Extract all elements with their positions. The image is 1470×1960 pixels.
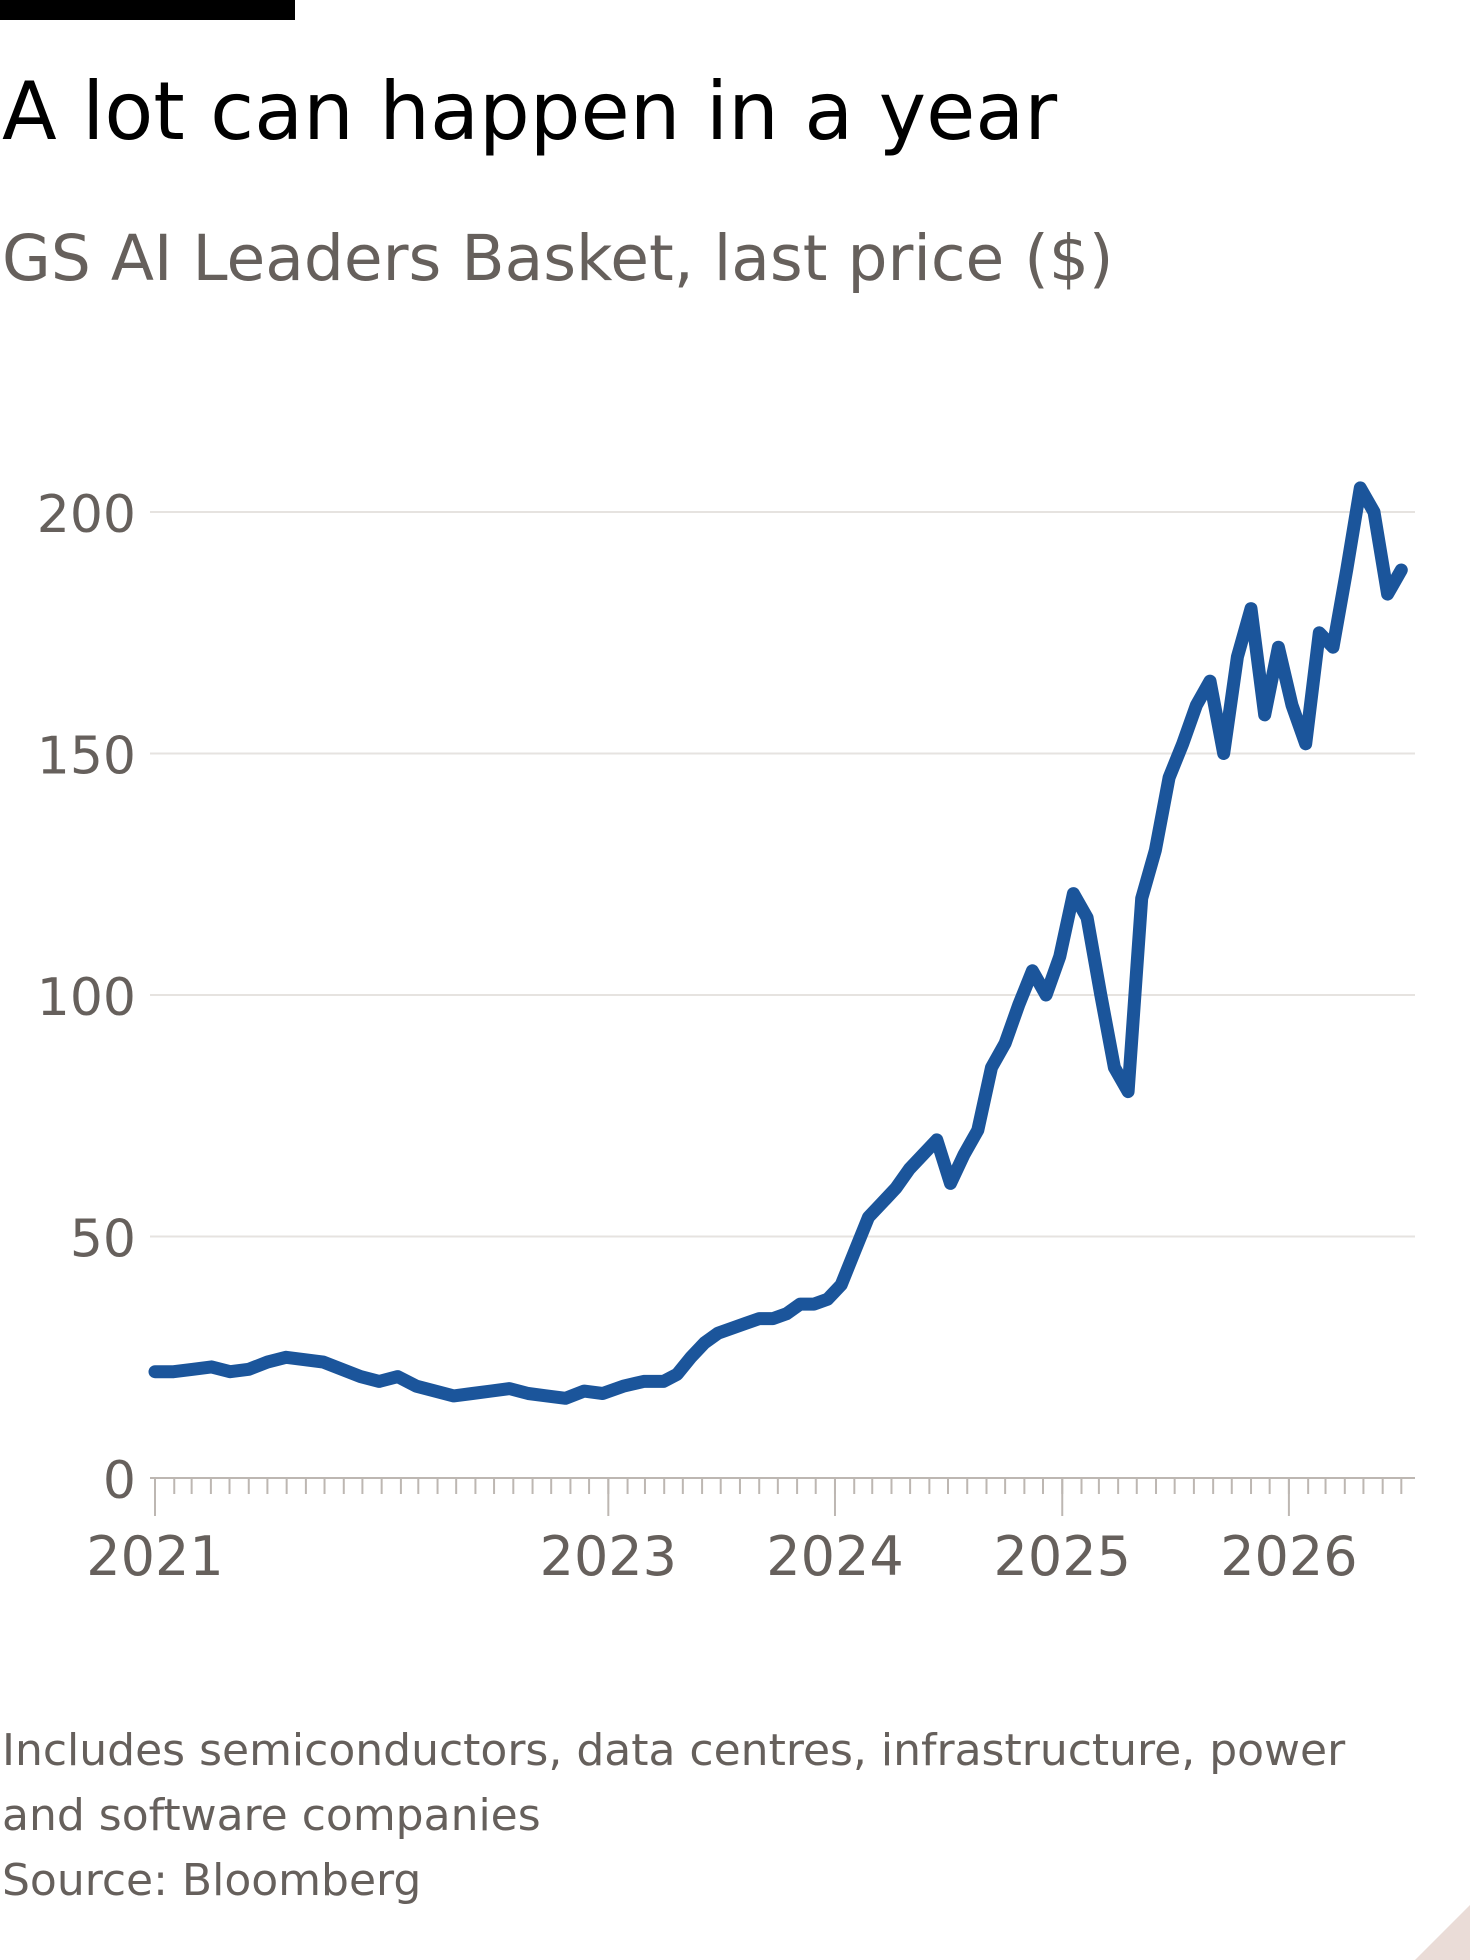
x-axis: 2021 2023 2024 2025 2026 [86,1477,1415,1588]
chart-subtitle: GS AI Leaders Basket, last price ($) [2,222,1114,295]
footnote-line-1: Includes semiconductors, data centres, i… [2,1725,1346,1776]
y-tick-label: 200 [37,485,136,545]
y-tick-label: 0 [103,1451,136,1511]
source-note: Source: Bloomberg [2,1855,422,1906]
y-axis: 0 50 100 150 200 [37,485,136,1511]
x-tick-label: 2025 [994,1525,1131,1588]
footnote-line-2: and software companies [2,1790,541,1841]
chart-title: A lot can happen in a year [2,65,1058,158]
x-tick-label: 2026 [1220,1525,1357,1588]
x-tick-label: 2023 [540,1525,677,1588]
page-corner-fold [1415,1905,1470,1960]
y-tick-label: 50 [70,1210,136,1270]
x-tick-label: 2024 [766,1525,903,1588]
footnote: Includes semiconductors, data centres, i… [2,1718,1422,1913]
series-line [148,481,1408,1405]
y-tick-label: 150 [37,727,136,787]
gridlines [150,511,1415,1238]
brand-bar [0,0,295,20]
y-tick-label: 100 [37,968,136,1028]
x-tick-label: 2021 [86,1525,223,1588]
series-layer [148,481,1408,1405]
